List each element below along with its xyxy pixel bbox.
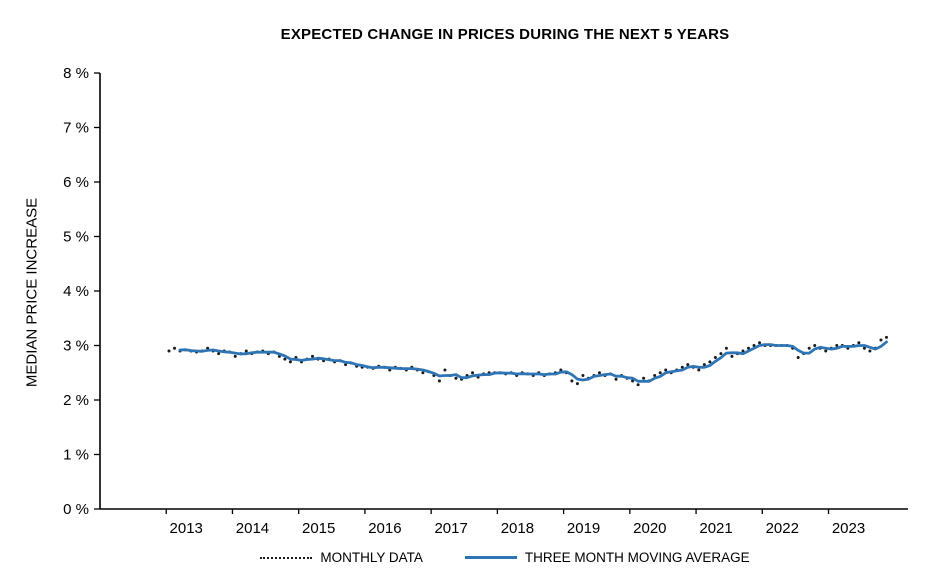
monthly-data-point xyxy=(713,355,717,359)
x-tick-label: 2022 xyxy=(766,520,799,537)
monthly-data-point xyxy=(471,371,475,375)
monthly-data-point xyxy=(813,344,817,347)
y-tick-label: 5 % xyxy=(63,229,89,246)
monthly-data-point xyxy=(233,354,237,358)
x-tick-label: 2015 xyxy=(302,520,335,537)
monthly-data-point xyxy=(283,357,287,361)
monthly-data-point xyxy=(217,352,221,356)
legend-monthly-data-label: MONTHLY DATA xyxy=(320,550,423,565)
monthly-data-point xyxy=(310,354,314,358)
y-tick-label: 2 % xyxy=(63,392,89,409)
monthly-data-point xyxy=(658,371,662,375)
monthly-data-point xyxy=(697,368,701,372)
y-tick-label: 6 % xyxy=(63,174,89,191)
monthly-data-point xyxy=(708,360,712,364)
monthly-data-point xyxy=(730,354,734,358)
monthly-data-point xyxy=(824,349,828,353)
x-tick-label: 2021 xyxy=(699,520,732,537)
monthly-data-point xyxy=(686,363,690,367)
monthly-data-point xyxy=(835,344,839,347)
legend-moving-average-label: THREE MONTH MOVING AVERAGE xyxy=(524,550,750,565)
monthly-data-point xyxy=(437,379,441,383)
moving-average-line xyxy=(178,340,888,383)
y-tick-label: 0 % xyxy=(63,501,89,518)
x-tick-label: 2019 xyxy=(567,520,600,537)
legend-item-monthly-data: MONTHLY DATA xyxy=(260,550,423,565)
monthly-data-point xyxy=(443,368,447,372)
monthly-data-point xyxy=(879,338,883,342)
monthly-data-point xyxy=(421,371,425,375)
monthly-data-point xyxy=(388,368,392,372)
y-tick-label: 7 % xyxy=(63,120,89,137)
monthly-data-point xyxy=(575,382,579,386)
x-tick-label: 2018 xyxy=(501,520,534,537)
monthly-data-point xyxy=(752,344,756,347)
monthly-data-point xyxy=(724,346,728,350)
monthly-data-point xyxy=(664,368,668,372)
monthly-data-point xyxy=(796,355,800,359)
y-tick-label: 8 % xyxy=(63,65,89,82)
chart-title: EXPECTED CHANGE IN PRICES DURING THE NEX… xyxy=(280,26,730,43)
chart-legend: MONTHLY DATA THREE MONTH MOVING AVERAGE xyxy=(100,550,910,565)
monthly-data-point xyxy=(570,379,574,383)
x-tick-label: 2013 xyxy=(170,520,203,537)
monthly-data-point xyxy=(719,352,723,356)
y-tick-label: 3 % xyxy=(63,338,89,355)
monthly-data-point xyxy=(868,349,872,353)
monthly-data-point xyxy=(758,341,762,345)
x-tick-label: 2023 xyxy=(832,520,865,537)
monthly-data-point xyxy=(581,373,585,377)
solid-line-icon xyxy=(464,556,517,559)
monthly-data-point xyxy=(741,349,745,353)
monthly-data-point xyxy=(807,346,811,350)
monthly-data-point xyxy=(614,377,618,381)
monthly-data-point xyxy=(636,383,640,387)
monthly-data-point xyxy=(653,373,657,377)
monthly-data-point xyxy=(746,346,750,350)
monthly-data-point xyxy=(244,349,248,353)
monthly-data-point xyxy=(884,335,888,339)
x-tick-label: 2017 xyxy=(434,520,467,537)
y-tick-label: 1 % xyxy=(63,447,89,464)
monthly-data-point xyxy=(454,376,458,380)
y-tick-label: 4 % xyxy=(63,283,89,300)
dotted-line-icon xyxy=(260,556,313,559)
monthly-data-point xyxy=(173,346,177,350)
monthly-data-point xyxy=(597,371,601,375)
monthly-data-point xyxy=(288,360,292,364)
x-tick-label: 2014 xyxy=(236,520,269,537)
legend-item-moving-average: THREE MONTH MOVING AVERAGE xyxy=(464,550,750,565)
monthly-data-point xyxy=(680,365,684,369)
monthly-data-point xyxy=(642,376,646,380)
x-tick-label: 2016 xyxy=(368,520,401,537)
x-tick-label: 2020 xyxy=(633,520,666,537)
monthly-data-point xyxy=(862,346,866,350)
monthly-data-point xyxy=(857,341,861,345)
monthly-data-point xyxy=(702,363,706,367)
monthly-data-point xyxy=(167,349,171,353)
